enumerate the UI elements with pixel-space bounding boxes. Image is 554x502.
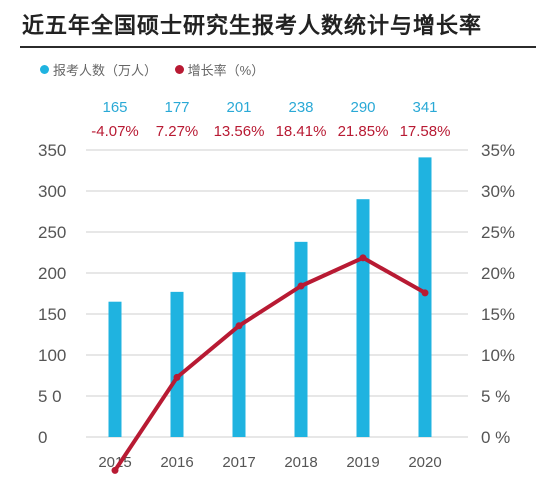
- y-left-tick-label: 250: [38, 223, 66, 242]
- y-left-tick-label: 200: [38, 264, 66, 283]
- bar-2019: [356, 199, 370, 437]
- legend-swatch-bar: [40, 65, 49, 74]
- chart-title: 近五年全国硕士研究生报考人数统计与增长率: [22, 13, 483, 38]
- growth-rate-point-2016: [173, 373, 181, 381]
- growth-rate-label: 17.58%: [400, 123, 451, 140]
- y-left-tick-label: 150: [38, 305, 66, 324]
- bar-value-label: 290: [350, 99, 375, 116]
- legend-label-bar: 报考人数（万人）: [53, 63, 158, 78]
- x-tick-label: 2016: [160, 454, 193, 471]
- growth-rate-label: -4.07%: [91, 123, 139, 140]
- x-tick-label: 2020: [408, 454, 441, 471]
- x-tick-label: 2018: [284, 454, 317, 471]
- bar-value-label: 238: [288, 99, 313, 116]
- x-tick-label: 2019: [346, 454, 379, 471]
- y-left-tick-label: 100: [38, 346, 66, 365]
- y-right-tick-label: 30%: [481, 182, 515, 201]
- chart-legend: 报考人数（万人） 增长率（%）: [40, 60, 278, 79]
- growth-rate-label: 13.56%: [214, 123, 265, 140]
- y-left-tick-label: 350: [38, 141, 66, 160]
- growth-rate-point-2017: [235, 322, 243, 330]
- bar-2016: [170, 291, 184, 437]
- bar-value-label: 165: [102, 99, 127, 116]
- growth-rate-point-2018: [297, 282, 305, 290]
- growth-rate-line: [113, 255, 427, 473]
- growth-rate-label: 7.27%: [156, 123, 199, 140]
- bar-2015: [108, 301, 122, 437]
- y-left-tick-label: 0: [38, 428, 47, 447]
- y-right-tick-label: 5 %: [481, 387, 510, 406]
- y-right-tick-label: 20%: [481, 264, 515, 283]
- y-right-tick-label: 0 %: [481, 428, 510, 447]
- y-right-tick-label: 10%: [481, 346, 515, 365]
- bar-2020: [418, 157, 432, 437]
- bar-value-label: 201: [226, 99, 251, 116]
- legend-swatch-line: [174, 65, 184, 74]
- growth-rate-point-2019: [359, 254, 367, 262]
- bar-value-label: 341: [412, 99, 437, 116]
- legend-label-line: 增长率（%）: [187, 63, 265, 78]
- title-underline: [20, 46, 536, 48]
- y-left-tick-label: 5 0: [38, 387, 62, 406]
- x-tick-label: 2017: [222, 454, 255, 471]
- y-right-tick-label: 25%: [481, 223, 515, 242]
- y-right-tick-label: 15%: [481, 305, 515, 324]
- growth-rate-point-2020: [421, 289, 429, 297]
- legend-item-line: 增长率（%）: [174, 60, 265, 79]
- growth-rate-label: 21.85%: [338, 123, 389, 140]
- bar-value-label: 177: [164, 99, 189, 116]
- growth-rate-label: 18.41%: [276, 123, 327, 140]
- y-right-tick-label: 35%: [481, 141, 515, 160]
- growth-rate-point-2015: [111, 466, 119, 474]
- bar-2018: [294, 241, 308, 437]
- legend-item-bar: 报考人数（万人）: [40, 60, 157, 79]
- bar-2017: [232, 272, 246, 437]
- y-left-tick-label: 300: [38, 182, 66, 201]
